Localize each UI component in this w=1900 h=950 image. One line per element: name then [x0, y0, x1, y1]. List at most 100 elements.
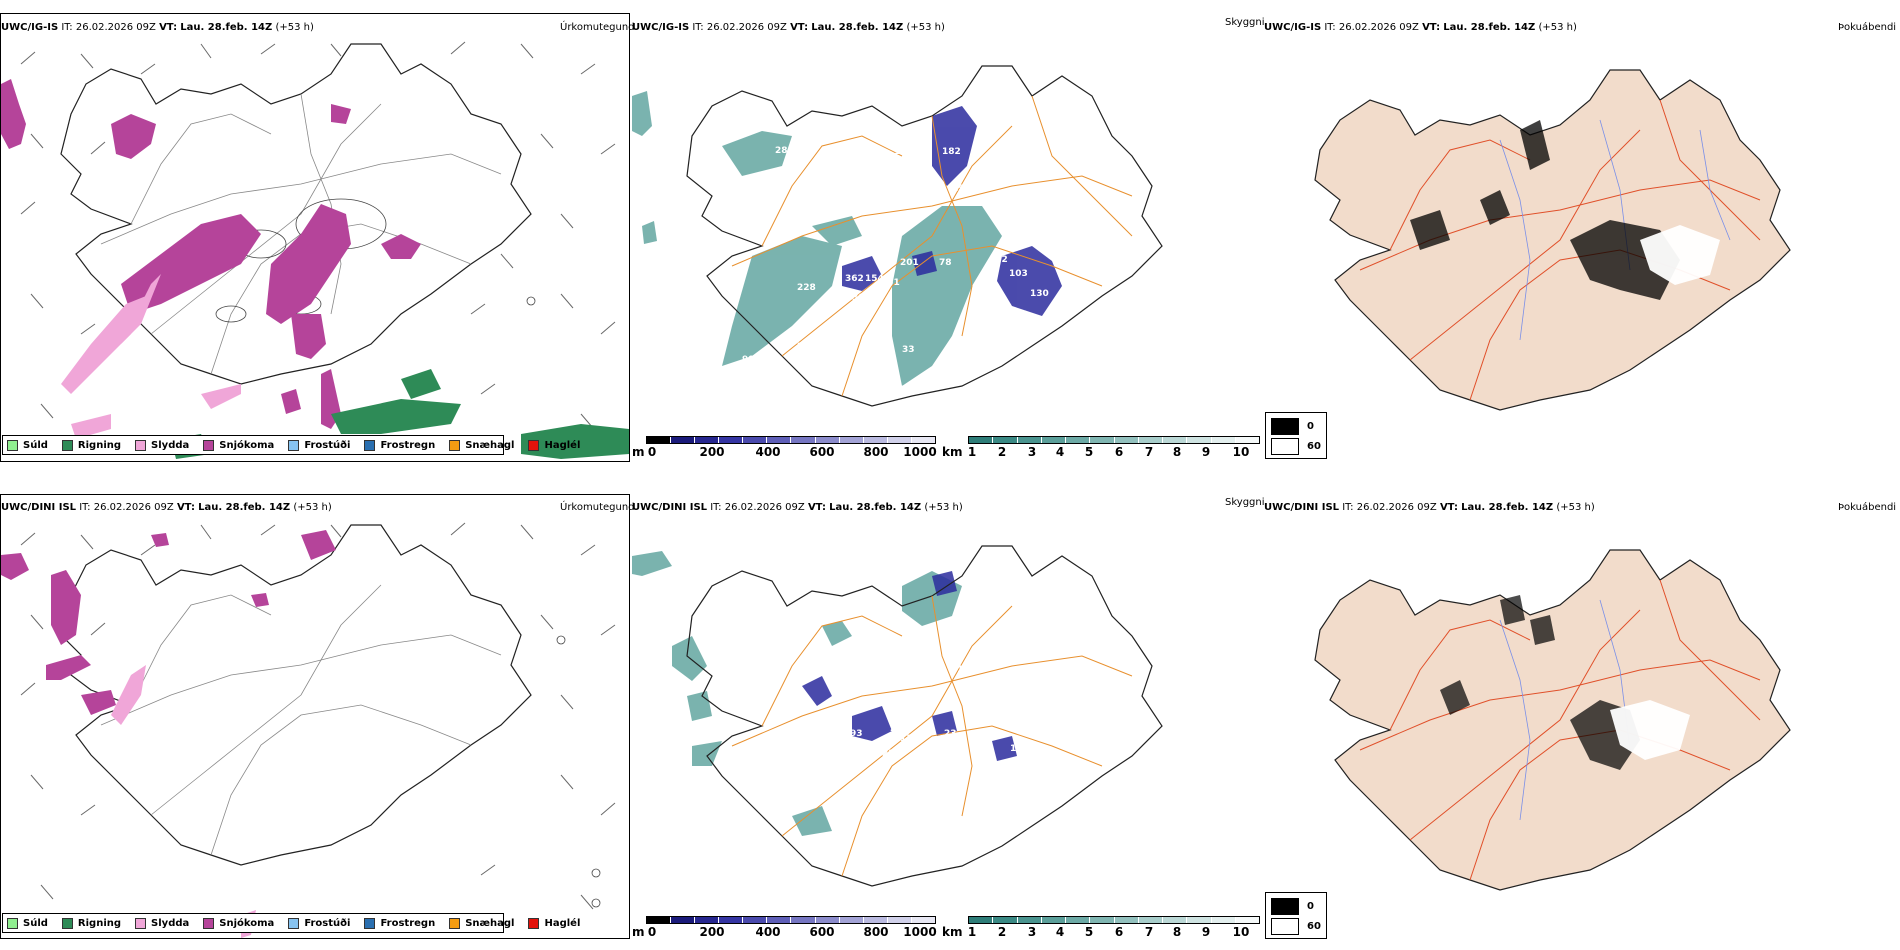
colorbar-swatch	[647, 437, 672, 443]
colorbar-swatch	[1114, 917, 1139, 923]
svg-text:182: 182	[942, 147, 961, 157]
colorbar-swatch	[839, 437, 864, 443]
colorbar-swatch	[1187, 917, 1212, 923]
svg-text:201: 201	[900, 258, 919, 268]
visibility-unit: km	[942, 445, 963, 459]
fog-map-2	[1314, 549, 1791, 891]
snow-areas	[1, 79, 421, 429]
lead-time: (+53 h)	[275, 22, 314, 33]
precip-title-1: Úrkomutegund	[560, 22, 635, 33]
colorbar-swatch	[1163, 437, 1188, 443]
svg-text:270: 270	[900, 385, 919, 395]
sleet-areas	[111, 665, 256, 938]
legend-item-rain: Rigning	[61, 439, 121, 451]
svg-text:81: 81	[1060, 333, 1073, 343]
ceiling-unit: m	[632, 445, 645, 459]
iceland-coast	[686, 65, 1163, 407]
colorbar-swatch	[1235, 917, 1259, 923]
valid-time: Lau. 28.feb. 14Z	[180, 22, 273, 33]
fog-legend-row-60: 60	[1271, 438, 1321, 455]
colorbar-swatch	[1041, 437, 1066, 443]
svg-text:151: 151	[881, 278, 900, 288]
colorbar-swatch	[993, 437, 1018, 443]
ceiling-labels: 285 142 182 159 362 154 151 201 78 132 1…	[742, 146, 1073, 395]
valid-time-label: VT:	[159, 22, 178, 33]
ceiling-unit: m	[632, 925, 645, 939]
svg-text:228: 228	[797, 283, 816, 293]
fog-areas	[1410, 120, 1680, 300]
precip-header-2: UWC/DINI ISL IT: 26.02.2026 09Z VT: Lau.…	[1, 502, 332, 513]
svg-text:130: 130	[1030, 289, 1049, 299]
legend-item-freezing-rain: Frostregn	[364, 439, 435, 451]
svg-text:20: 20	[890, 724, 903, 734]
fog-land	[1314, 549, 1791, 891]
legend-item-rain: Rigning	[61, 917, 121, 929]
precip-legend-2: Súld Rigning Slydda Snjókoma Frostúði Fr…	[2, 913, 580, 933]
colorbar-swatch	[1187, 437, 1212, 443]
iceland-coast	[686, 545, 1163, 887]
colorbar-swatch	[1235, 437, 1259, 443]
colorbar-swatch	[1066, 437, 1091, 443]
colorbar-swatch	[1138, 437, 1163, 443]
legend-item-drizzle: Súld	[7, 439, 48, 451]
legend-item-freezing-drizzle: Frostúði	[288, 917, 350, 929]
fog-glacier-white	[1610, 700, 1690, 760]
svg-text:164: 164	[862, 749, 881, 759]
svg-text:280: 280	[702, 726, 721, 736]
roads-orange	[731, 95, 1133, 397]
precip-map-frame-2	[0, 494, 630, 939]
svg-text:23: 23	[882, 749, 895, 759]
colorbar-swatch	[719, 917, 744, 923]
wind-barbs	[20, 522, 616, 910]
svg-text:285: 285	[775, 146, 794, 156]
colorbar-swatch	[743, 917, 768, 923]
ceiling-areas	[802, 571, 1017, 761]
colorbar-swatch	[1163, 917, 1188, 923]
precip-header-1: UWC/IG-IS IT: 26.02.2026 09Z VT: Lau. 28…	[1, 22, 314, 34]
colorbar-swatch	[815, 437, 840, 443]
colorbar-swatch	[969, 917, 994, 923]
svg-text:142: 142	[894, 147, 913, 157]
sleet-areas	[61, 274, 241, 439]
init-time: IT: 26.02.2026 09Z	[61, 22, 156, 33]
fog-glacier-white	[1640, 225, 1720, 285]
legend-item-freezing-rain: Frostregn	[364, 917, 435, 929]
precip-legend-1: Súld Rigning Slydda Snjókoma Frostúði Fr…	[2, 435, 580, 455]
snow-areas	[1, 530, 336, 715]
legend-item-hail: Haglél	[528, 917, 580, 929]
iceland-coast	[60, 43, 532, 385]
colorbar-swatch	[815, 917, 840, 923]
precip-map-1	[1, 41, 629, 459]
svg-text:130: 130	[1010, 744, 1029, 754]
small-circles	[556, 635, 601, 908]
visibility-areas	[632, 91, 1002, 386]
roads-orange	[731, 595, 1133, 877]
legend-item-graupel: Snæhagl	[449, 439, 514, 451]
svg-text:11: 11	[900, 734, 913, 744]
fog-header-2: UWC/DINI ISL IT: 26.02.2026 09Z VT: Lau.…	[1264, 502, 1595, 513]
cloud-title-2: Skyggni	[1225, 497, 1265, 508]
cloud-map-2: 183 51 280 17 93 20 11 23 2 164 23 130	[632, 545, 1163, 887]
svg-text:151: 151	[1052, 312, 1071, 322]
cloud-map-1: 285 142 182 159 362 154 151 201 78 132 1…	[632, 65, 1163, 407]
colorbar-swatch	[1090, 917, 1115, 923]
colorbar-swatch	[1211, 917, 1236, 923]
legend-item-graupel: Snæhagl	[449, 917, 514, 929]
colorbar-swatch	[1017, 437, 1042, 443]
visibility-colorbar-2	[968, 916, 1260, 924]
ceiling-labels: 183 51 280 17 93 20 11 23 2 164 23 130	[702, 665, 1029, 759]
colorbar-swatch	[767, 437, 792, 443]
wind-barbs	[20, 41, 616, 429]
colorbar-swatch	[695, 917, 720, 923]
colorbar-swatch	[839, 917, 864, 923]
ceiling-colorbar-2	[646, 916, 936, 924]
fog-header-1: UWC/IG-IS IT: 26.02.2026 09Z VT: Lau. 28…	[1264, 22, 1577, 33]
colorbar-swatch	[1138, 917, 1163, 923]
svg-text:305: 305	[852, 293, 871, 303]
cloud-header-2: UWC/DINI ISL IT: 26.02.2026 09Z VT: Lau.…	[632, 502, 963, 513]
ceiling-colorbar-1	[646, 436, 936, 444]
fog-legend-row-60: 60	[1271, 918, 1321, 935]
colorbar-swatch	[887, 917, 912, 923]
fog-legend-row-0: 0	[1271, 898, 1314, 915]
visibility-unit: km	[942, 925, 963, 939]
